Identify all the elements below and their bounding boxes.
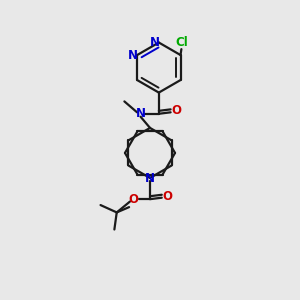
Text: O: O	[129, 193, 139, 206]
Text: N: N	[128, 49, 138, 62]
Text: N: N	[136, 107, 146, 120]
Text: Cl: Cl	[176, 36, 188, 49]
Text: N: N	[150, 36, 160, 49]
Text: O: O	[162, 190, 172, 203]
Text: O: O	[171, 104, 181, 117]
Text: N: N	[145, 172, 155, 185]
